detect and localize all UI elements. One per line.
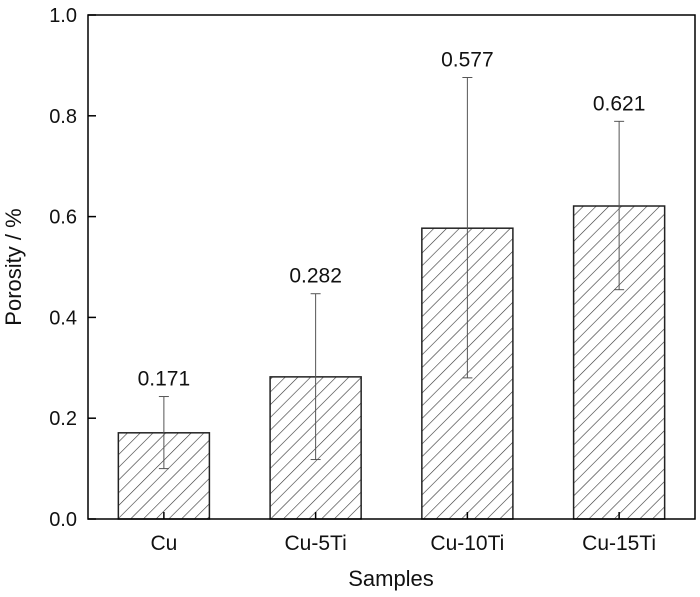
x-axis-title: Samples [348, 566, 434, 591]
plot-frame [87, 14, 696, 520]
y-tick-label: 1.0 [49, 5, 77, 27]
error-bars-layer [158, 76, 625, 470]
y-tick-label: 0.2 [49, 408, 77, 430]
data-labels-layer: 0.171 0.282 0.577 0.621 [138, 48, 646, 390]
bars-layer [117, 205, 666, 520]
y-axis-title: Porosity / % [1, 208, 26, 325]
x-tick-label: Cu-15Ti [582, 532, 656, 555]
x-tick-label: Cu-5Ti [285, 532, 347, 555]
y-tick-label: 0.4 [49, 307, 77, 329]
y-tick-label: 0.6 [49, 207, 77, 229]
y-tick-label: 0.0 [49, 509, 77, 531]
y-tick-label: 0.8 [49, 106, 77, 128]
data-label: 0.621 [593, 92, 646, 115]
data-label: 0.171 [138, 368, 191, 391]
x-axis: Cu Cu-5Ti Cu-10Ti Cu-15Ti [150, 512, 656, 555]
x-tick-label: Cu [150, 532, 177, 555]
y-axis: 0.0 0.2 0.4 0.6 0.8 1.0 [49, 5, 96, 531]
data-label: 0.282 [289, 265, 342, 288]
x-tick-label: Cu-10Ti [430, 532, 504, 555]
data-label: 0.577 [441, 48, 494, 71]
